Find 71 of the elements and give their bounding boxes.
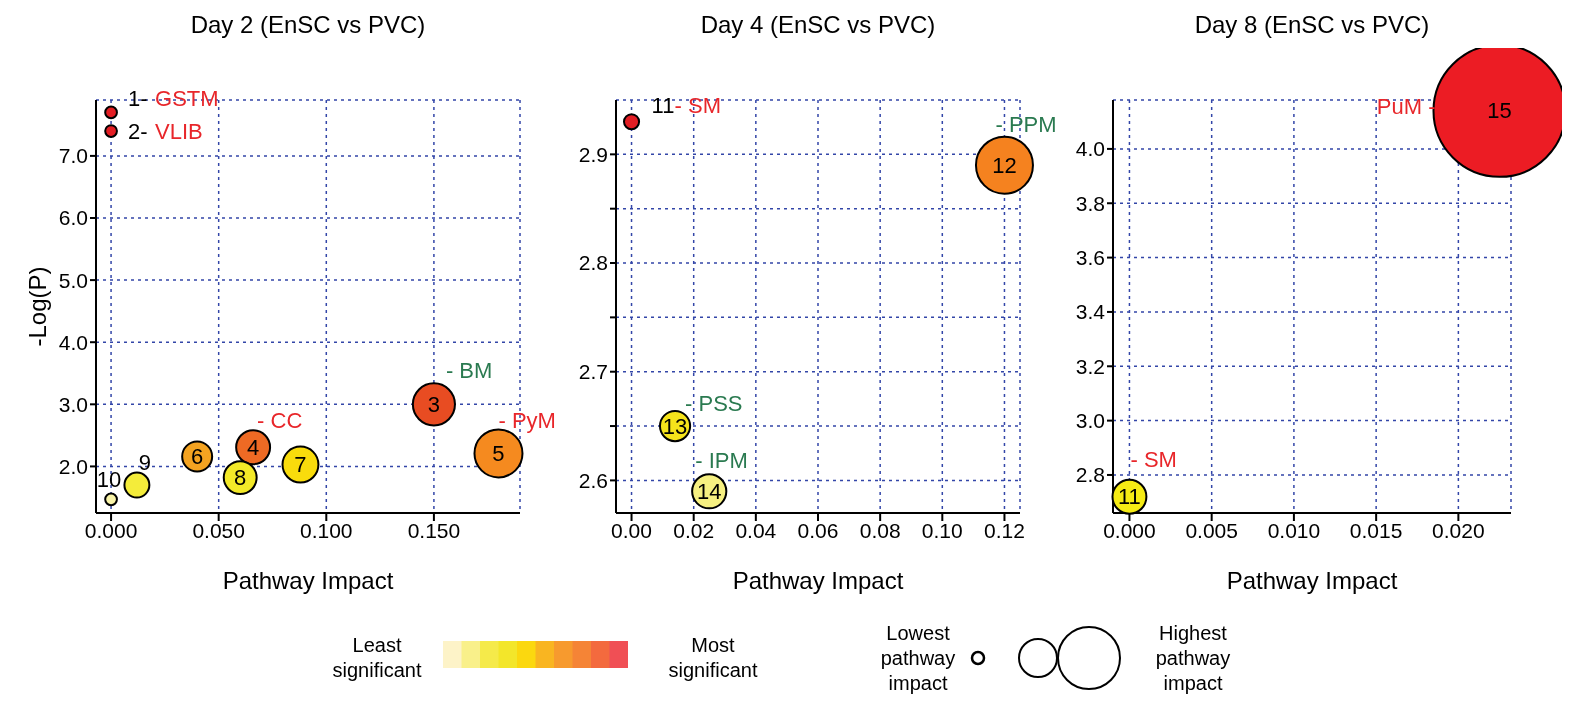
annotation: - CC: [257, 407, 303, 433]
text: Most significant: [667, 633, 759, 683]
y-tick-label: 2.8: [578, 251, 608, 275]
annotation: 8: [234, 465, 247, 491]
annotation: VLIB: [155, 118, 203, 144]
annotation: - SM: [674, 93, 721, 119]
x-tick-label: 0.12: [984, 518, 1025, 542]
x-tick-label: 0.100: [300, 518, 353, 542]
x-tick-label: 0.10: [921, 518, 963, 542]
annotation: 9: [138, 449, 152, 475]
y-tick-label: 2.0: [58, 454, 88, 478]
annotation: 14: [696, 478, 722, 504]
x-tick-label: 0.050: [192, 518, 245, 542]
y-tick-label: 3.6: [1075, 246, 1105, 270]
y-tick-label: 7.0: [58, 144, 88, 168]
annotation: 10: [96, 466, 122, 492]
annotation: - PyM: [498, 407, 556, 433]
x-axis-title: Pathway Impact: [222, 567, 394, 594]
y-tick-label: 3.0: [58, 392, 88, 416]
annotation: 11: [1118, 484, 1141, 510]
y-tick-label: 2.9: [578, 142, 608, 166]
y-tick-label: 2.8: [1075, 463, 1105, 487]
annotation: 2-: [128, 118, 148, 144]
y-tick-label: 3.4: [1075, 300, 1106, 324]
y-tick-label: 3.0: [1075, 409, 1105, 433]
x-tick-label: 0.000: [1103, 518, 1156, 542]
annotation: 4: [246, 434, 260, 460]
x-tick-label: 0.02: [673, 518, 715, 542]
x-tick-label: 0.08: [859, 518, 901, 542]
text: Least significant: [331, 633, 423, 683]
y-tick-label: 6.0: [58, 206, 88, 230]
annotation: 11: [651, 93, 675, 119]
chart-title: Day 2 (EnSC vs PVC): [189, 10, 427, 40]
annotation: 15: [1487, 98, 1512, 124]
annotation: 12: [992, 152, 1017, 178]
x-tick-label: 0.020: [1432, 518, 1485, 542]
x-tick-label: 0.005: [1185, 518, 1238, 542]
annotation: - SM: [1130, 447, 1177, 473]
y-tick-label: 4.0: [1075, 137, 1105, 161]
text: Lowest pathway impact: [879, 620, 957, 696]
annotation: GSTM: [155, 85, 219, 111]
x-axis-title: Pathway Impact: [732, 567, 904, 594]
x-tick-label: 0.010: [1267, 518, 1321, 542]
annotation: - PSS: [685, 390, 743, 416]
y-tick-label: 3.2: [1075, 354, 1105, 378]
chart-title: Day 4 (EnSC vs PVC): [699, 10, 937, 40]
chart-title: Day 8 (EnSC vs PVC): [1193, 10, 1431, 40]
annotation: PuM -: [1376, 94, 1436, 120]
y-tick-label: 5.0: [58, 268, 88, 292]
x-tick-label: 0.150: [407, 518, 461, 542]
annotation: 1-: [128, 85, 148, 111]
annotation: 3: [427, 391, 441, 417]
annotation: 13: [662, 413, 688, 439]
y-tick-label: 2.7: [578, 360, 608, 384]
y-axis-title: -Log(P): [23, 266, 51, 347]
x-tick-label: 0.015: [1349, 518, 1403, 542]
y-tick-label: 4.0: [58, 330, 88, 354]
x-tick-label: 0.04: [735, 518, 777, 542]
annotation: 5: [492, 440, 505, 466]
annotation: - PPM: [995, 111, 1057, 137]
x-axis-title: Pathway Impact: [1226, 567, 1398, 594]
annotation: - BM: [445, 357, 493, 383]
annotation: - IPM: [695, 447, 748, 473]
annotation: 7: [294, 452, 307, 478]
y-tick-label: 2.6: [578, 468, 608, 492]
x-tick-label: 0.000: [84, 518, 138, 542]
y-tick-label: 3.8: [1075, 191, 1105, 215]
annotation: 6: [191, 443, 204, 469]
x-tick-label: 0.06: [797, 518, 839, 542]
x-tick-label: 0.00: [611, 518, 652, 542]
text: Highest pathway impact: [1154, 620, 1232, 696]
